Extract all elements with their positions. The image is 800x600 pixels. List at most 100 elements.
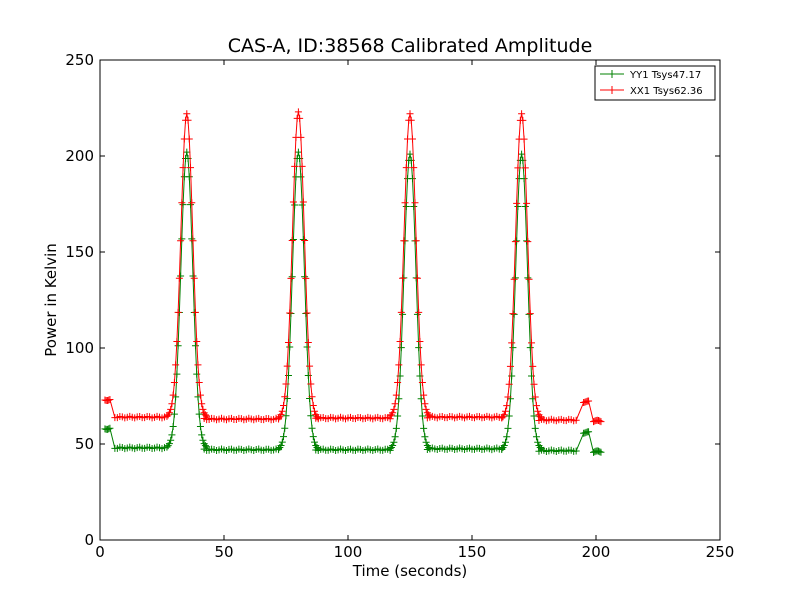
data-point [597, 418, 605, 426]
data-point [422, 405, 430, 413]
data-point [167, 436, 175, 444]
data-point [280, 402, 288, 410]
data-point [309, 402, 317, 410]
data-point [510, 275, 518, 283]
data-point [534, 438, 542, 446]
data-point [175, 274, 183, 282]
data-point [408, 175, 416, 183]
data-point [531, 393, 539, 401]
data-point [194, 361, 202, 369]
legend-box [594, 65, 716, 101]
data-point [506, 362, 514, 370]
data-point [525, 275, 533, 283]
data-point [185, 173, 193, 181]
series-layer [101, 108, 605, 456]
data-point [278, 438, 286, 446]
data-point [193, 337, 201, 345]
data-point [298, 201, 306, 209]
data-point [420, 391, 428, 399]
data-point [311, 407, 319, 415]
data-point [411, 199, 419, 207]
data-point [308, 393, 316, 401]
data-point [504, 424, 512, 432]
data-point [407, 116, 415, 124]
data-point [531, 424, 539, 432]
data-point [299, 235, 307, 243]
chart-title: CAS-A, ID:38568 Calibrated Amplitude [228, 35, 593, 57]
data-point [525, 310, 533, 318]
data-point [296, 114, 304, 122]
data-point [167, 405, 175, 413]
data-point [505, 412, 513, 420]
data-point [421, 433, 429, 441]
data-point [416, 337, 424, 345]
data-point [412, 237, 420, 245]
y-tick-label: 50 [75, 435, 94, 453]
data-point [281, 424, 289, 432]
legend-label-xx1: XX1 Tsys62.36 [630, 86, 703, 97]
data-point [172, 361, 180, 369]
data-point [170, 410, 178, 418]
data-point [188, 199, 196, 207]
data-point [397, 344, 405, 352]
data-point [417, 361, 425, 369]
data-point [520, 135, 528, 143]
data-point [399, 274, 407, 282]
data-point [196, 422, 204, 430]
data-point [503, 433, 511, 441]
legend-label-yy1: YY1 Tsys47.17 [629, 70, 701, 81]
data-point [183, 110, 191, 118]
data-point [532, 402, 540, 410]
data-point [524, 274, 532, 282]
data-point [308, 424, 316, 432]
x-tick-label: 150 [458, 543, 487, 561]
data-point [418, 412, 426, 420]
data-point [514, 203, 522, 211]
data-point [307, 380, 315, 388]
data-point [174, 342, 182, 350]
data-point [510, 310, 518, 318]
data-point [504, 393, 512, 401]
data-point [509, 344, 517, 352]
data-point [509, 310, 517, 318]
y-tick-label: 100 [65, 339, 94, 357]
data-point [410, 164, 418, 172]
data-point [106, 424, 114, 432]
data-point [523, 237, 531, 245]
data-point [287, 274, 295, 282]
data-point [402, 164, 410, 172]
data-point [165, 409, 173, 417]
data-point [394, 412, 402, 420]
data-point [309, 433, 317, 441]
data-point [289, 198, 297, 206]
data-point [174, 308, 182, 316]
y-axis-label: Power in Kelvin [42, 243, 60, 357]
data-point [389, 409, 397, 417]
x-axis-label: Time (seconds) [352, 562, 468, 580]
data-point [288, 273, 296, 281]
data-point [313, 444, 321, 452]
data-point [518, 150, 526, 158]
data-point [311, 438, 319, 446]
data-point [302, 274, 310, 282]
data-point [277, 411, 285, 419]
data-point [596, 417, 604, 425]
data-point [299, 198, 307, 206]
ticks-layer: 0 50 100 150 200 250 0 50 100 150 200 250 [65, 51, 734, 561]
data-point [280, 433, 288, 441]
data-point [179, 164, 187, 172]
data-point [421, 400, 429, 408]
data-point [415, 308, 423, 316]
data-point [420, 424, 428, 432]
data-point [203, 412, 211, 420]
data-point [511, 274, 519, 282]
data-point [291, 201, 299, 209]
data-point [191, 342, 199, 350]
data-point [529, 362, 537, 370]
data-point [282, 380, 290, 388]
data-point [288, 236, 296, 244]
data-point [532, 433, 540, 441]
data-point [392, 391, 400, 399]
x-tick-label: 0 [95, 543, 105, 561]
data-point [401, 199, 409, 207]
